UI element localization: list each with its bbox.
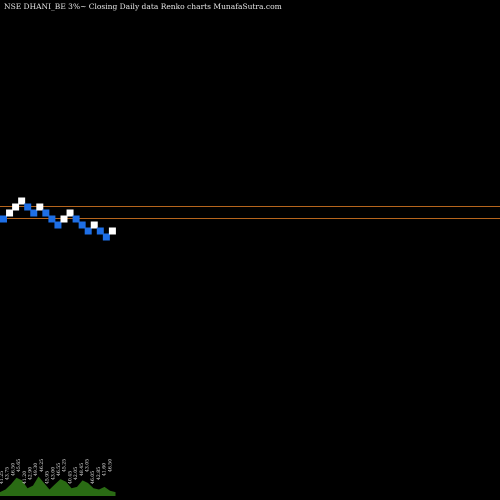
renko-brick-up bbox=[6, 209, 14, 217]
chart-title: NSE DHANI_BE 3%~ Closing Daily data Renk… bbox=[4, 2, 282, 11]
volume-label: 41.25 bbox=[0, 471, 5, 484]
renko-brick-down bbox=[96, 227, 104, 235]
renko-brick-up bbox=[36, 203, 44, 211]
renko-brick-up bbox=[60, 215, 68, 223]
renko-brick-up bbox=[18, 197, 26, 205]
renko-brick-up bbox=[90, 221, 98, 229]
volume-label: 45.95 bbox=[45, 471, 51, 484]
volume-label: 46.50 bbox=[10, 463, 16, 476]
volume-label: 45.25 bbox=[62, 459, 68, 472]
volume-label: 45.65 bbox=[16, 459, 22, 472]
renko-brick-down bbox=[102, 233, 110, 241]
volume-shape bbox=[0, 476, 116, 496]
renko-brick-up bbox=[66, 209, 74, 217]
renko-brick-down bbox=[48, 215, 56, 223]
volume-label: 42.05 bbox=[73, 467, 79, 480]
renko-brick-down bbox=[72, 215, 80, 223]
volume-label: 46.50 bbox=[107, 459, 113, 472]
renko-brick-down bbox=[42, 209, 50, 217]
volume-label: 43.75 bbox=[5, 467, 11, 480]
level-lines bbox=[0, 206, 500, 219]
volume-label: 42.85 bbox=[96, 467, 102, 480]
renko-brick-down bbox=[54, 221, 62, 229]
volume-label: 49.30 bbox=[33, 463, 39, 476]
volume-label: 40.45 bbox=[67, 471, 73, 484]
renko-bricks bbox=[0, 197, 116, 241]
volume-label: 43.00 bbox=[50, 467, 56, 480]
volume-area bbox=[0, 476, 116, 496]
volume-label: 46.05 bbox=[90, 471, 96, 484]
volume-label: 46.55 bbox=[56, 463, 62, 476]
volume-label: 41.60 bbox=[102, 463, 108, 476]
volume-label: 48.45 bbox=[79, 463, 85, 476]
renko-brick-down bbox=[0, 215, 7, 223]
renko-brick-down bbox=[84, 227, 92, 235]
renko-brick-down bbox=[30, 209, 38, 217]
renko-brick-down bbox=[24, 203, 32, 211]
renko-brick-up bbox=[12, 203, 20, 211]
volume-label: 42.90 bbox=[28, 467, 34, 480]
renko-brick-up bbox=[108, 227, 116, 235]
volume-label: 41.20 bbox=[22, 471, 28, 484]
volume-label: 46.25 bbox=[39, 459, 45, 472]
volume-label: 43.05 bbox=[85, 459, 91, 472]
renko-brick-down bbox=[78, 221, 86, 229]
